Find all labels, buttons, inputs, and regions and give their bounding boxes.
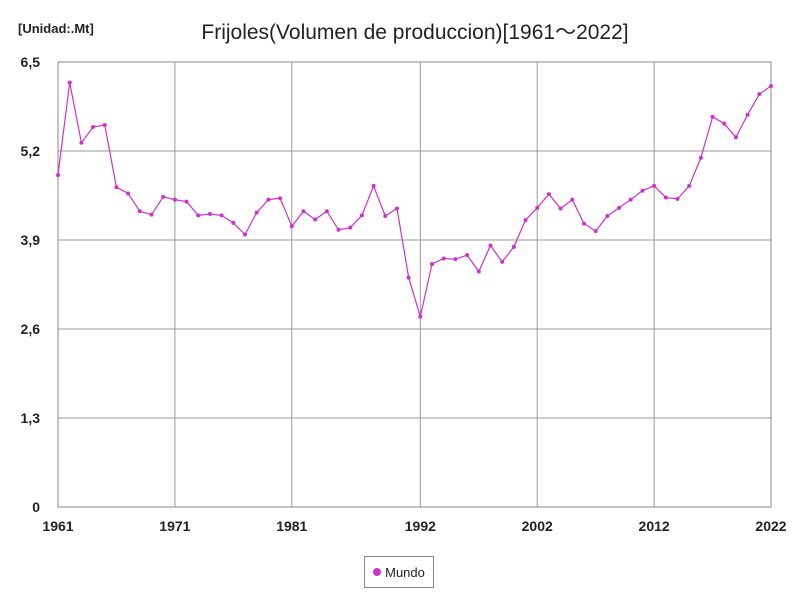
series-line-mundo (57, 82, 772, 320)
data-point (359, 213, 364, 218)
data-point (196, 213, 201, 218)
data-point (757, 92, 762, 97)
data-point (149, 212, 154, 217)
data-point (301, 209, 306, 214)
data-point (628, 197, 633, 202)
data-point (488, 243, 493, 248)
data-point (231, 220, 236, 225)
data-point (313, 217, 318, 222)
grid (57, 61, 772, 508)
data-point (523, 218, 528, 223)
legend-label: Mundo (385, 564, 425, 580)
unit-label: [Unidad:.Mt] (18, 21, 94, 36)
data-point (184, 199, 189, 204)
data-point (710, 114, 715, 119)
data-point (465, 253, 470, 258)
data-point (56, 172, 60, 177)
data-point (546, 192, 551, 197)
data-point (698, 155, 703, 160)
data-point (663, 195, 668, 200)
data-point (640, 188, 645, 193)
y-tick-label: 6,5 (21, 54, 41, 70)
data-point (453, 257, 458, 262)
data-point (605, 214, 610, 219)
data-point (722, 121, 727, 126)
y-axis-ticks: 0 1,3 2,6 3,9 5,2 6,5 (21, 54, 41, 515)
y-tick-label: 0 (32, 499, 40, 515)
data-point (745, 112, 750, 117)
data-point (687, 183, 692, 188)
data-point (91, 125, 96, 130)
data-point (336, 227, 341, 232)
data-point (441, 256, 446, 261)
data-point (348, 225, 353, 230)
x-tick-label: 1981 (276, 518, 307, 534)
x-tick-label: 1971 (159, 518, 190, 534)
data-point (383, 214, 388, 219)
series-points-mundo (56, 80, 773, 319)
data-point (324, 209, 329, 214)
data-point (406, 275, 411, 280)
data-point (581, 221, 586, 226)
data-point (266, 197, 271, 202)
data-point (418, 314, 423, 319)
y-tick-label: 5,2 (21, 143, 41, 159)
y-tick-label: 1,3 (21, 410, 41, 426)
data-point (254, 210, 259, 215)
data-point (511, 244, 516, 249)
data-point (114, 185, 119, 190)
data-point (652, 183, 657, 188)
chart-title: Frijoles(Volumen de produccion)[1961～202… (201, 21, 629, 44)
data-point (207, 211, 212, 216)
data-point (535, 205, 540, 210)
data-point (172, 197, 177, 202)
x-tick-label: 2022 (755, 518, 786, 534)
y-tick-label: 2,6 (21, 321, 41, 337)
data-point (476, 269, 481, 274)
legend[interactable]: Mundo (364, 556, 434, 588)
data-point (102, 122, 107, 127)
legend-marker-icon (373, 568, 382, 576)
x-tick-label: 1961 (42, 518, 73, 534)
data-point (126, 191, 131, 196)
data-point (675, 196, 680, 201)
data-point (243, 232, 248, 237)
data-point (219, 213, 224, 218)
data-point (430, 261, 435, 266)
data-point (617, 205, 622, 210)
data-point (67, 80, 72, 85)
data-point (371, 183, 376, 188)
data-point (570, 197, 575, 202)
data-point (500, 259, 505, 264)
data-point (394, 206, 399, 211)
x-tick-label: 2002 (522, 518, 553, 534)
data-point (79, 140, 84, 145)
plot-area-border (57, 61, 772, 508)
data-point (558, 206, 563, 211)
data-point (161, 194, 166, 199)
data-point (733, 135, 738, 140)
x-tick-label: 1992 (405, 518, 436, 534)
data-point (289, 224, 294, 229)
x-tick-label: 2012 (639, 518, 670, 534)
data-point (593, 229, 598, 234)
data-point (137, 209, 142, 214)
data-point (278, 196, 283, 201)
data-point (769, 83, 773, 88)
x-axis-ticks: 1961 1971 1981 1992 2002 2012 2022 (42, 518, 786, 534)
y-tick-label: 3,9 (21, 232, 41, 248)
